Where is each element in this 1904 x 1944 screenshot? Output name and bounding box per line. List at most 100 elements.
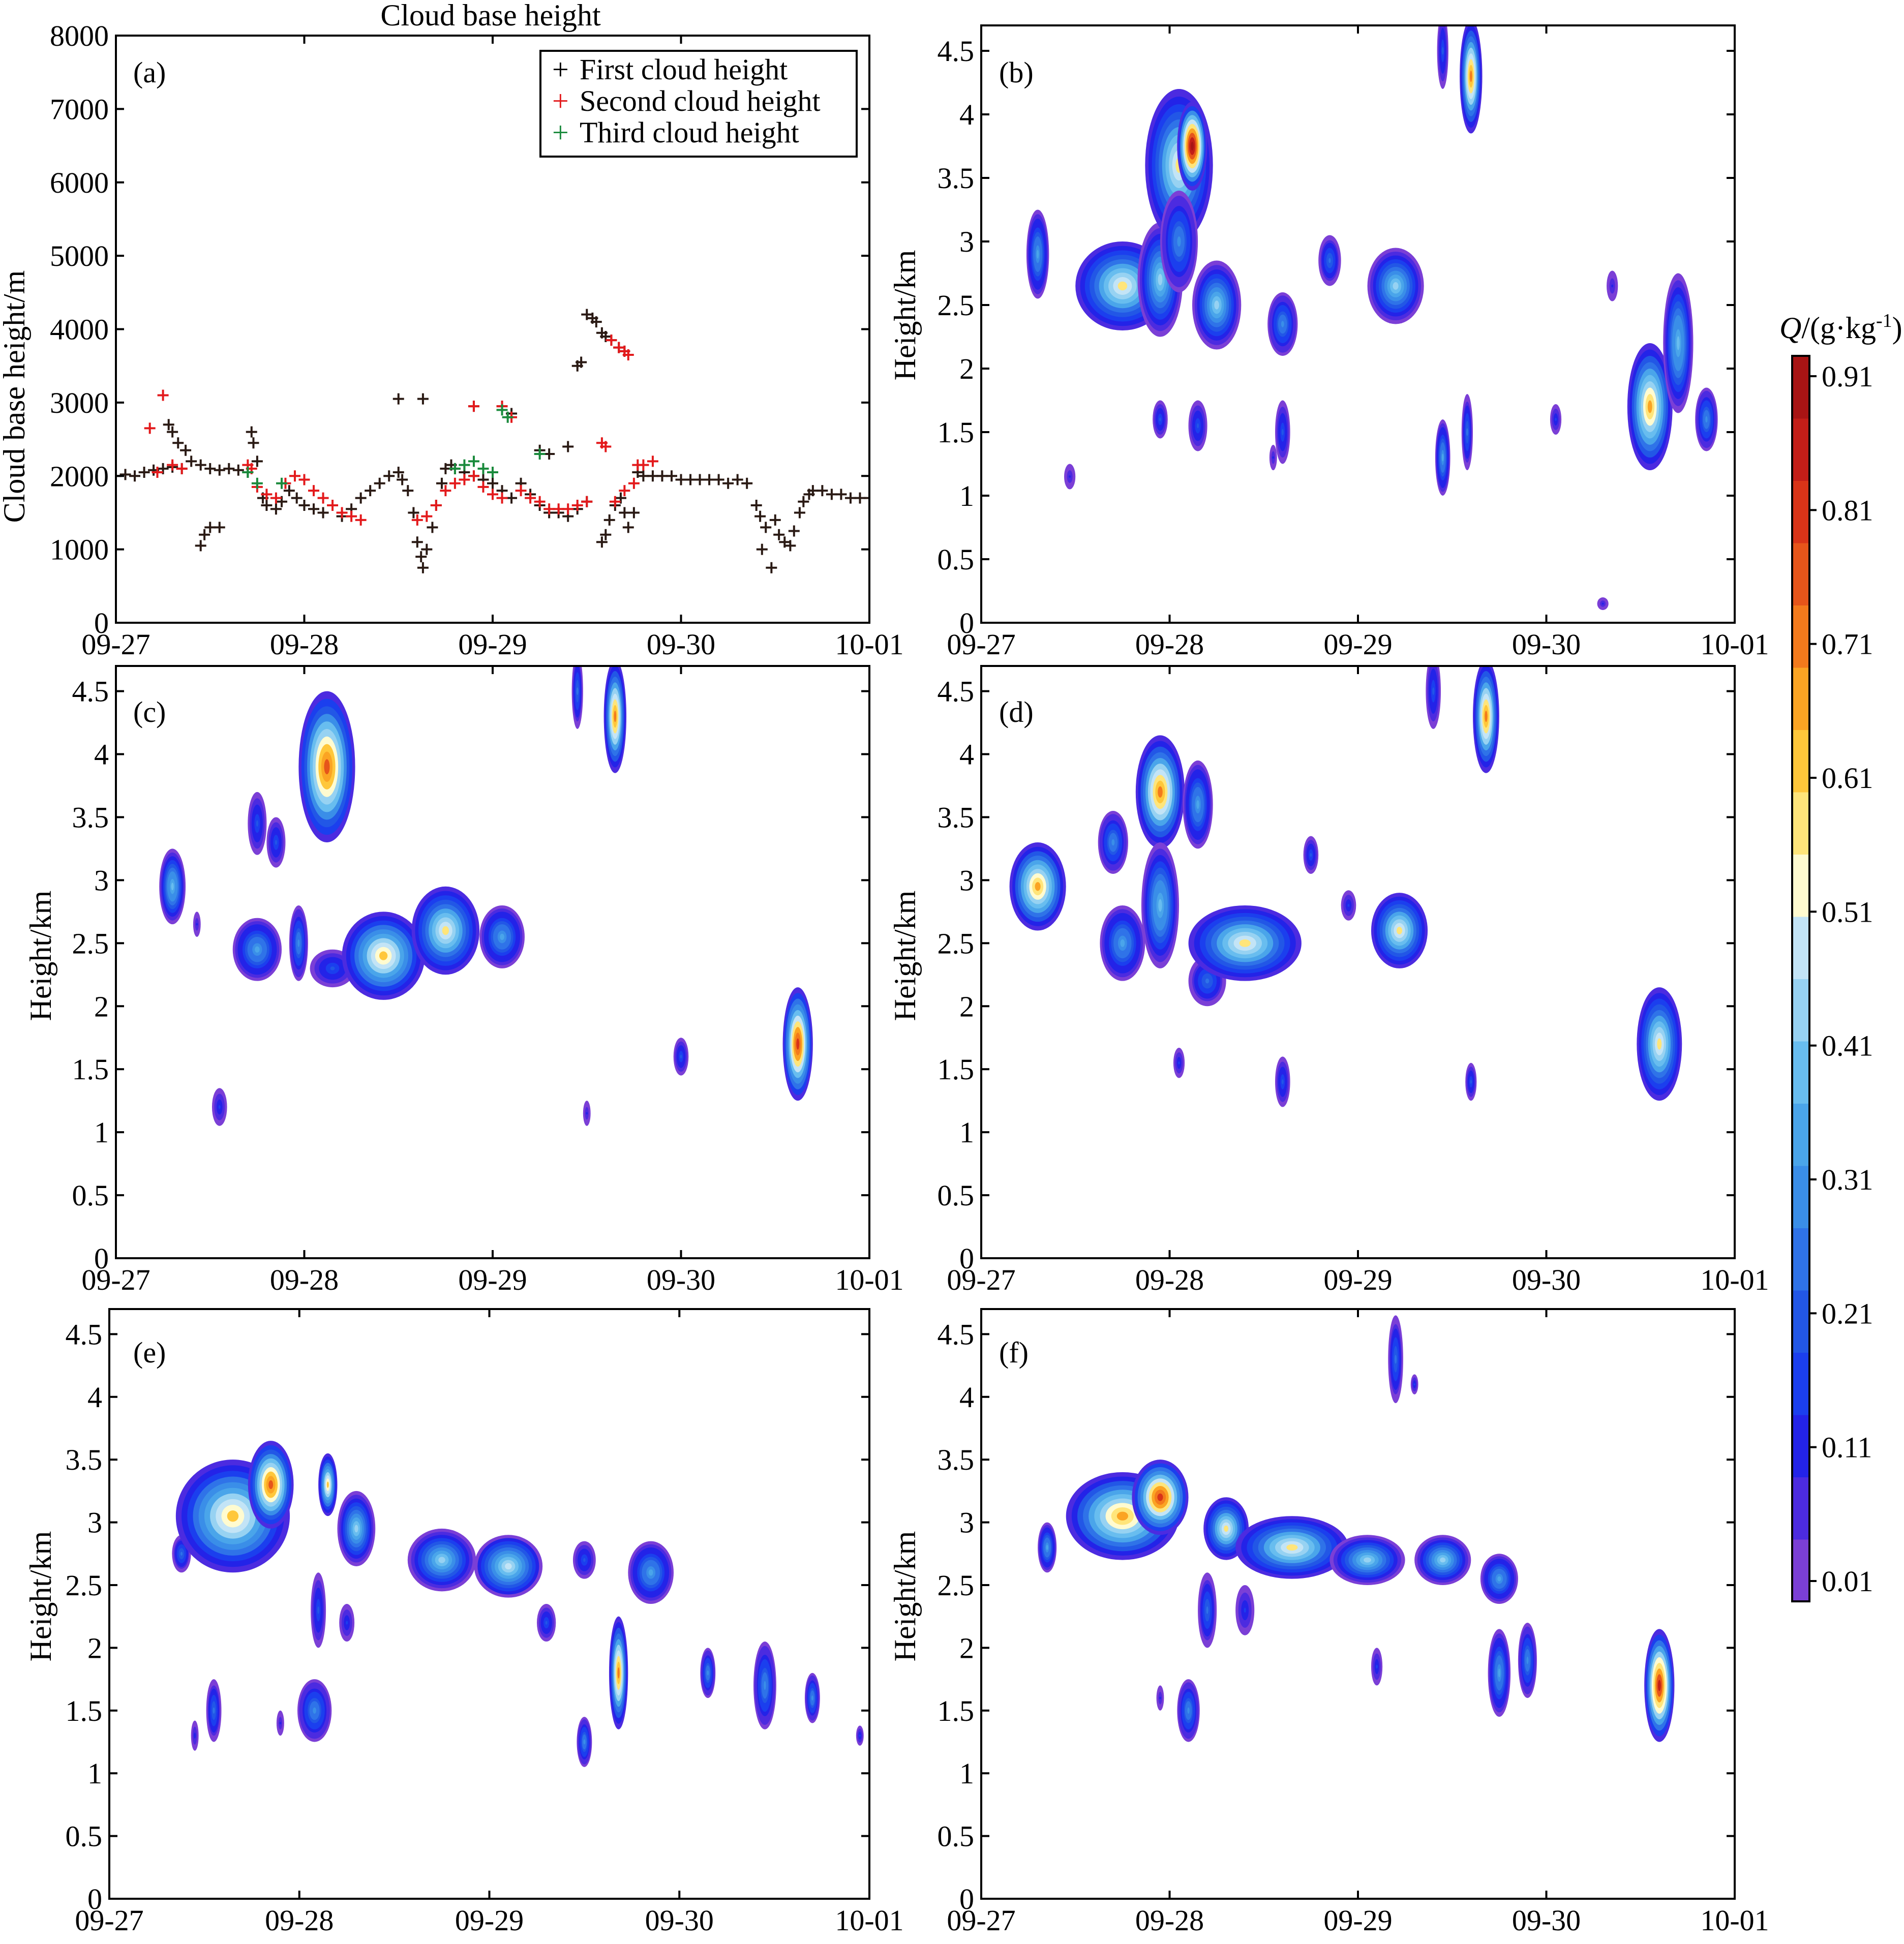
contour-level: [648, 1569, 653, 1576]
data-point-s1: [784, 540, 796, 552]
contour-level: [1157, 1493, 1163, 1501]
contour-blob: [1644, 1629, 1675, 1742]
data-point-s1: [835, 489, 847, 500]
y-tick-label: 3: [94, 864, 109, 897]
y-tick-label: 3.5: [938, 801, 975, 834]
y-tick-label: 1.5: [66, 1694, 103, 1727]
panel-a-legend: + First cloud height + Second cloud heig…: [539, 50, 858, 158]
y-tick-label: 2: [959, 1631, 974, 1664]
contour-blob: [1437, 25, 1448, 89]
contour-level: [1657, 1680, 1661, 1691]
data-point-s2: [496, 492, 508, 504]
plot-content: [1038, 1315, 1675, 1742]
data-point-s2: [308, 485, 320, 497]
y-tick-label: 3000: [50, 386, 109, 419]
contour-level: [330, 966, 335, 970]
contour-blob: [609, 1616, 628, 1729]
y-tick-label: 4: [959, 98, 974, 131]
contour-level: [1393, 282, 1399, 290]
contour-blob: [1414, 1535, 1471, 1585]
y-tick-label: 0.5: [938, 1820, 975, 1853]
data-point-s1: [223, 463, 235, 474]
plot-content: [1026, 25, 1718, 610]
contour-level: [1158, 899, 1162, 912]
y-tick-label: 3.5: [66, 1443, 103, 1476]
y-tick-label: 4.5: [938, 675, 975, 708]
contour-level: [1347, 903, 1350, 907]
data-point-s1: [760, 522, 772, 533]
contour-blob: [1637, 987, 1682, 1101]
y-tick-label: 4000: [50, 313, 109, 346]
contour-blob: [1177, 1679, 1200, 1742]
colorbar: Q/(g·kg-1) 0.01 0.11 0.21 0.31 0.41 0.51 0.61 0…: [1779, 310, 1902, 1602]
data-point-s1: [248, 437, 259, 449]
y-tick-label: 1.5: [938, 1053, 975, 1086]
y-tick-label: 1.5: [938, 416, 975, 449]
contour-blob: [1388, 1315, 1403, 1404]
data-point-s1: [779, 536, 791, 548]
data-point-s1: [129, 470, 141, 482]
contour-blob: [1235, 1585, 1255, 1635]
y-tick-label: 6000: [50, 166, 109, 199]
data-point-s2: [298, 474, 310, 485]
contour-blob: [1465, 1062, 1477, 1101]
panel-d: Height/km 09-27 09-28 09-29 09-30 10-01 0 0.5 1…: [888, 665, 1769, 1296]
colorbar-segment: [1792, 1477, 1809, 1540]
y-tick-label: 1000: [50, 533, 109, 566]
contour-level: [1657, 1038, 1662, 1050]
colorbar-frame: [1791, 355, 1810, 1602]
contour-blob: [289, 905, 308, 981]
contour-level: [764, 1681, 766, 1690]
data-point-s2: [157, 389, 169, 401]
data-point-s2: [609, 496, 621, 507]
contour-level: [1364, 1557, 1371, 1563]
contour-blob: [276, 1710, 284, 1736]
contour-blob: [1371, 893, 1428, 968]
contour-level: [576, 687, 579, 695]
contour-blob: [1473, 666, 1499, 773]
data-point-s1: [666, 470, 677, 482]
data-point-s1: [685, 474, 697, 485]
panel-c-plot: 09-27 09-28 09-29 09-30 10-01 0 0.5 1 1.5 2 2.5 3 3.…: [72, 665, 904, 1296]
contour-level: [1159, 1696, 1161, 1699]
y-tick-label: 2: [87, 1631, 102, 1664]
data-point-s2: [336, 507, 348, 519]
contour-level: [707, 1670, 709, 1676]
data-point-s1: [392, 467, 404, 478]
data-point-s1: [543, 448, 555, 460]
data-point-s1: [769, 514, 781, 526]
data-point-s1: [732, 474, 743, 485]
data-point-s2: [270, 492, 282, 504]
data-point-s1: [163, 419, 174, 431]
data-point-s1: [397, 474, 408, 485]
x-tick-label: 09-27: [947, 1904, 1015, 1937]
y-tick-label: 0: [94, 1242, 109, 1275]
data-point-s2: [534, 496, 546, 507]
contour-blob: [1132, 1460, 1189, 1535]
contour-blob: [1198, 1572, 1217, 1648]
contour-blob: [1518, 1623, 1537, 1698]
colorbar-segment: [1792, 480, 1809, 543]
x-tick-label: 09-30: [647, 628, 715, 661]
x-tick-label: 09-29: [455, 1904, 524, 1937]
data-point-s1: [596, 536, 608, 548]
contour-level: [545, 1621, 548, 1625]
contour-level: [1239, 939, 1251, 947]
panel-f-plot: 09-27 09-28 09-29 09-30 10-01 0 0.5 1 1.5 2 2.5 3 3.…: [938, 1308, 1769, 1937]
panel-a-label: (a): [133, 56, 166, 89]
data-point-s1: [415, 551, 427, 563]
panel-e-label: (e): [133, 1336, 166, 1369]
contour-level: [1046, 1545, 1048, 1550]
colorbar-label-exp: -1: [1876, 310, 1892, 331]
colorbar-segment: [1792, 1290, 1809, 1353]
contour-level: [1286, 1544, 1298, 1551]
y-tick-label: 2.5: [938, 289, 975, 322]
data-point-s2: [606, 335, 617, 346]
contour-blob: [753, 1642, 776, 1729]
contour-blob: [577, 1717, 592, 1767]
contour-blob: [232, 918, 282, 981]
y-tick-label: 3.5: [72, 801, 109, 834]
contour-blob: [1550, 404, 1562, 435]
contour-blob: [266, 817, 286, 868]
y-tick-label: 1.5: [938, 1694, 975, 1727]
